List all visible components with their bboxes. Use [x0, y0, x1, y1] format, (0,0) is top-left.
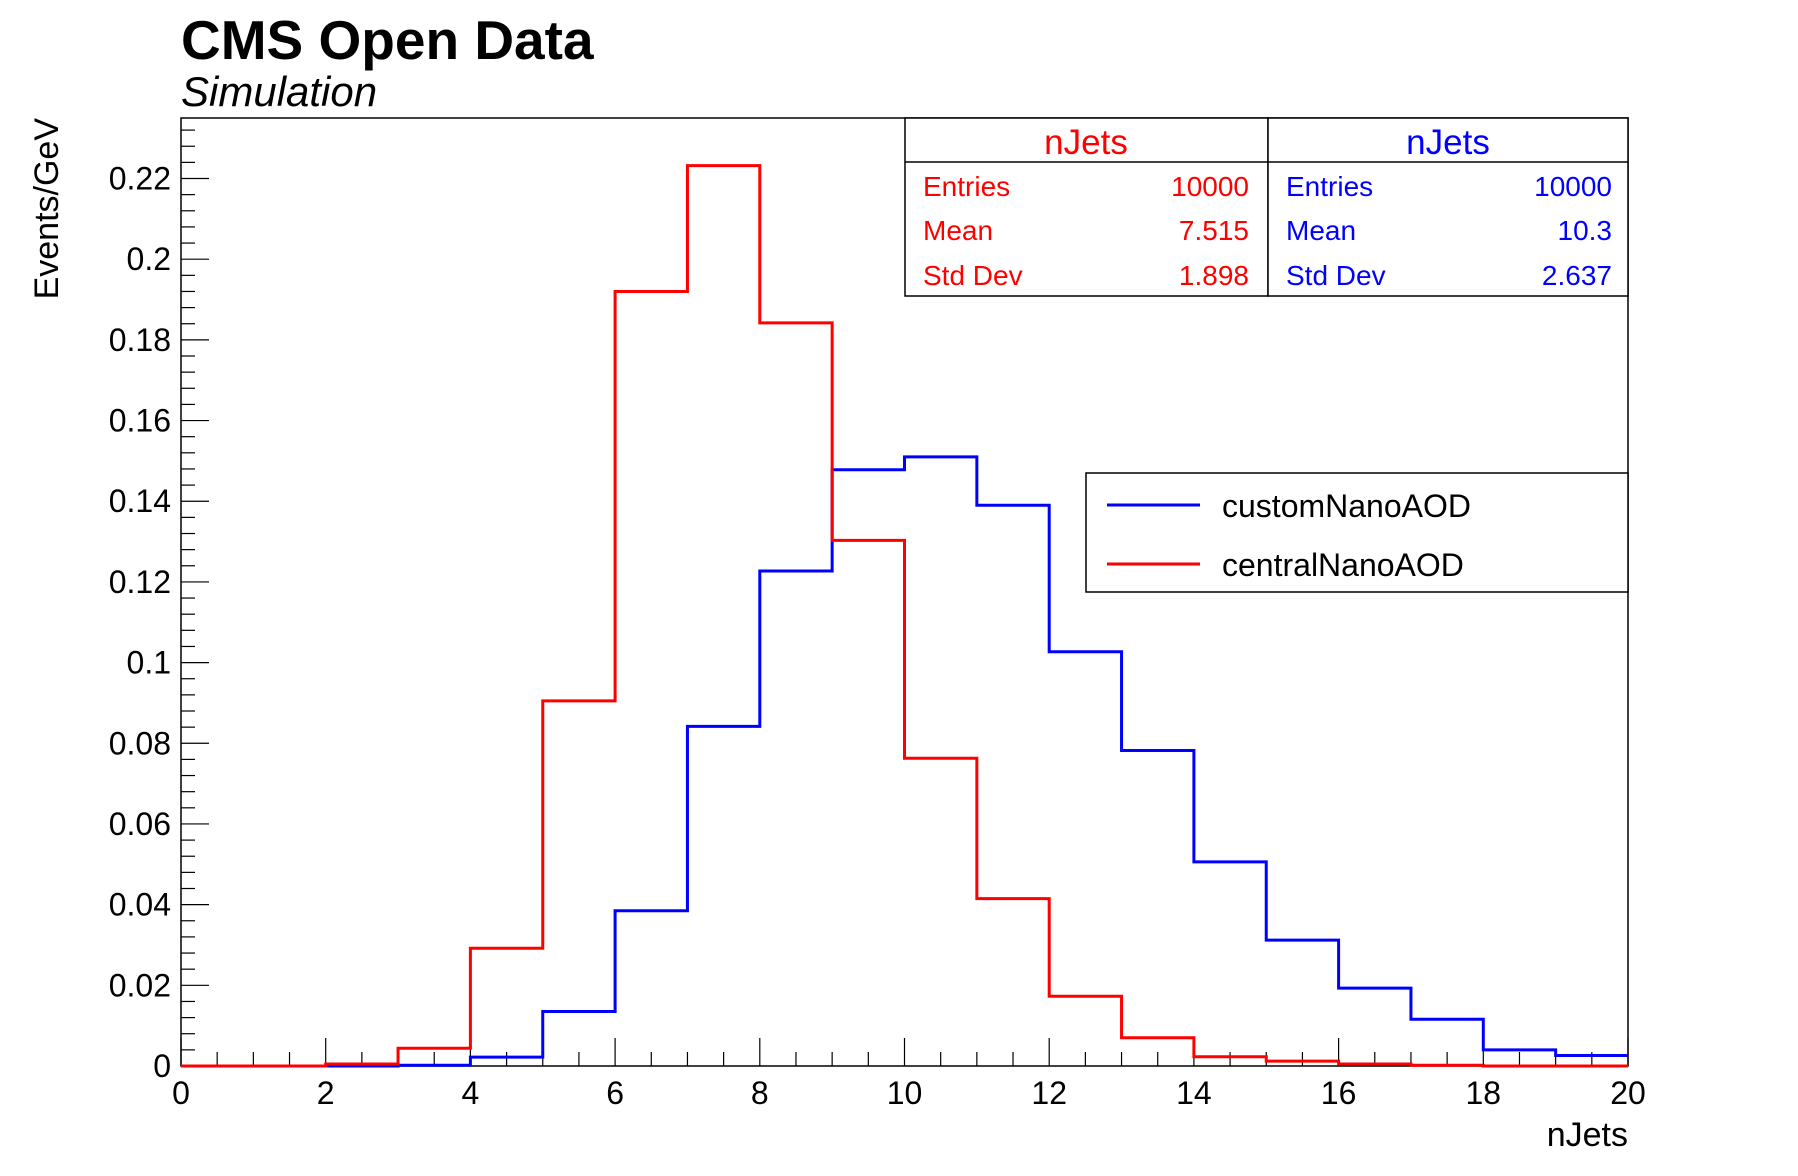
y-tick-label: 0.04	[109, 887, 171, 923]
chart-subtitle: Simulation	[181, 68, 378, 115]
stats-stddev-label: Std Dev	[923, 260, 1023, 291]
stats-mean-label: Mean	[1286, 215, 1356, 246]
stats-entries-value: 10000	[1171, 171, 1249, 202]
legend-frame	[1085, 472, 1629, 593]
y-tick-label: 0.08	[109, 725, 171, 761]
stats-mean-value: 7.515	[1179, 215, 1249, 246]
x-tick-label: 16	[1321, 1075, 1357, 1111]
stats-box-blue: nJets Entries 10000 Mean 10.3 Std Dev 2.…	[1267, 117, 1629, 297]
stats-entries-value: 10000	[1534, 171, 1612, 202]
x-tick-label: 20	[1610, 1075, 1646, 1111]
stats-box-red: nJets Entries 10000 Mean 7.515 Std Dev 1…	[904, 117, 1269, 297]
y-tick-label: 0.1	[127, 645, 171, 681]
legend-label-customNanoAOD: customNanoAOD	[1222, 488, 1471, 524]
x-tick-label: 10	[887, 1075, 923, 1111]
y-tick-label: 0.18	[109, 322, 171, 358]
x-tick-label: 4	[462, 1075, 480, 1111]
x-tick-label: 18	[1466, 1075, 1502, 1111]
y-tick-label: 0.16	[109, 403, 171, 439]
stats-box-title: nJets	[1406, 123, 1490, 162]
x-tick-label: 0	[172, 1075, 190, 1111]
stats-stddev-label: Std Dev	[1286, 260, 1386, 291]
y-tick-label: 0.22	[109, 161, 171, 197]
stats-mean-value: 10.3	[1558, 215, 1613, 246]
stats-entries-label: Entries	[923, 171, 1010, 202]
y-tick-label: 0.2	[127, 241, 171, 277]
legend: customNanoAOD centralNanoAOD	[1085, 472, 1629, 593]
stats-box-title: nJets	[1044, 123, 1128, 162]
x-tick-label: 8	[751, 1075, 769, 1111]
chart-title: CMS Open Data	[181, 9, 594, 71]
series-customNanoAOD	[181, 455, 1628, 1068]
stats-box-frame	[904, 117, 1269, 297]
y-tick-label: 0.02	[109, 967, 171, 1003]
x-axis-label: nJets	[1547, 1116, 1628, 1154]
x-tick-labels: 0 2 4 6 8 10 12 14 16 18 20	[172, 1075, 1646, 1111]
y-tick-label: 0.12	[109, 564, 171, 600]
stats-entries-label: Entries	[1286, 171, 1373, 202]
stats-mean-label: Mean	[923, 215, 993, 246]
legend-label-centralNanoAOD: centralNanoAOD	[1222, 547, 1464, 583]
y-tick-label: 0	[153, 1048, 171, 1084]
x-tick-label: 12	[1031, 1075, 1067, 1111]
y-tick-label: 0.14	[109, 483, 171, 519]
x-tick-label: 14	[1176, 1075, 1212, 1111]
x-tick-label: 2	[317, 1075, 335, 1111]
x-tick-label: 6	[606, 1075, 624, 1111]
stats-stddev-value: 1.898	[1179, 260, 1249, 291]
stats-stddev-value: 2.637	[1542, 260, 1612, 291]
series-layer	[181, 164, 1628, 1068]
series-centralNanoAOD	[181, 164, 1628, 1068]
y-axis-label: Events/GeV	[28, 118, 66, 300]
y-tick-label: 0.06	[109, 806, 171, 842]
y-tick-labels: 0 0.02 0.04 0.06 0.08 0.1 0.12 0.14 0.16 0.18 0.2 0…	[109, 161, 171, 1084]
stats-box-frame	[1267, 117, 1629, 297]
